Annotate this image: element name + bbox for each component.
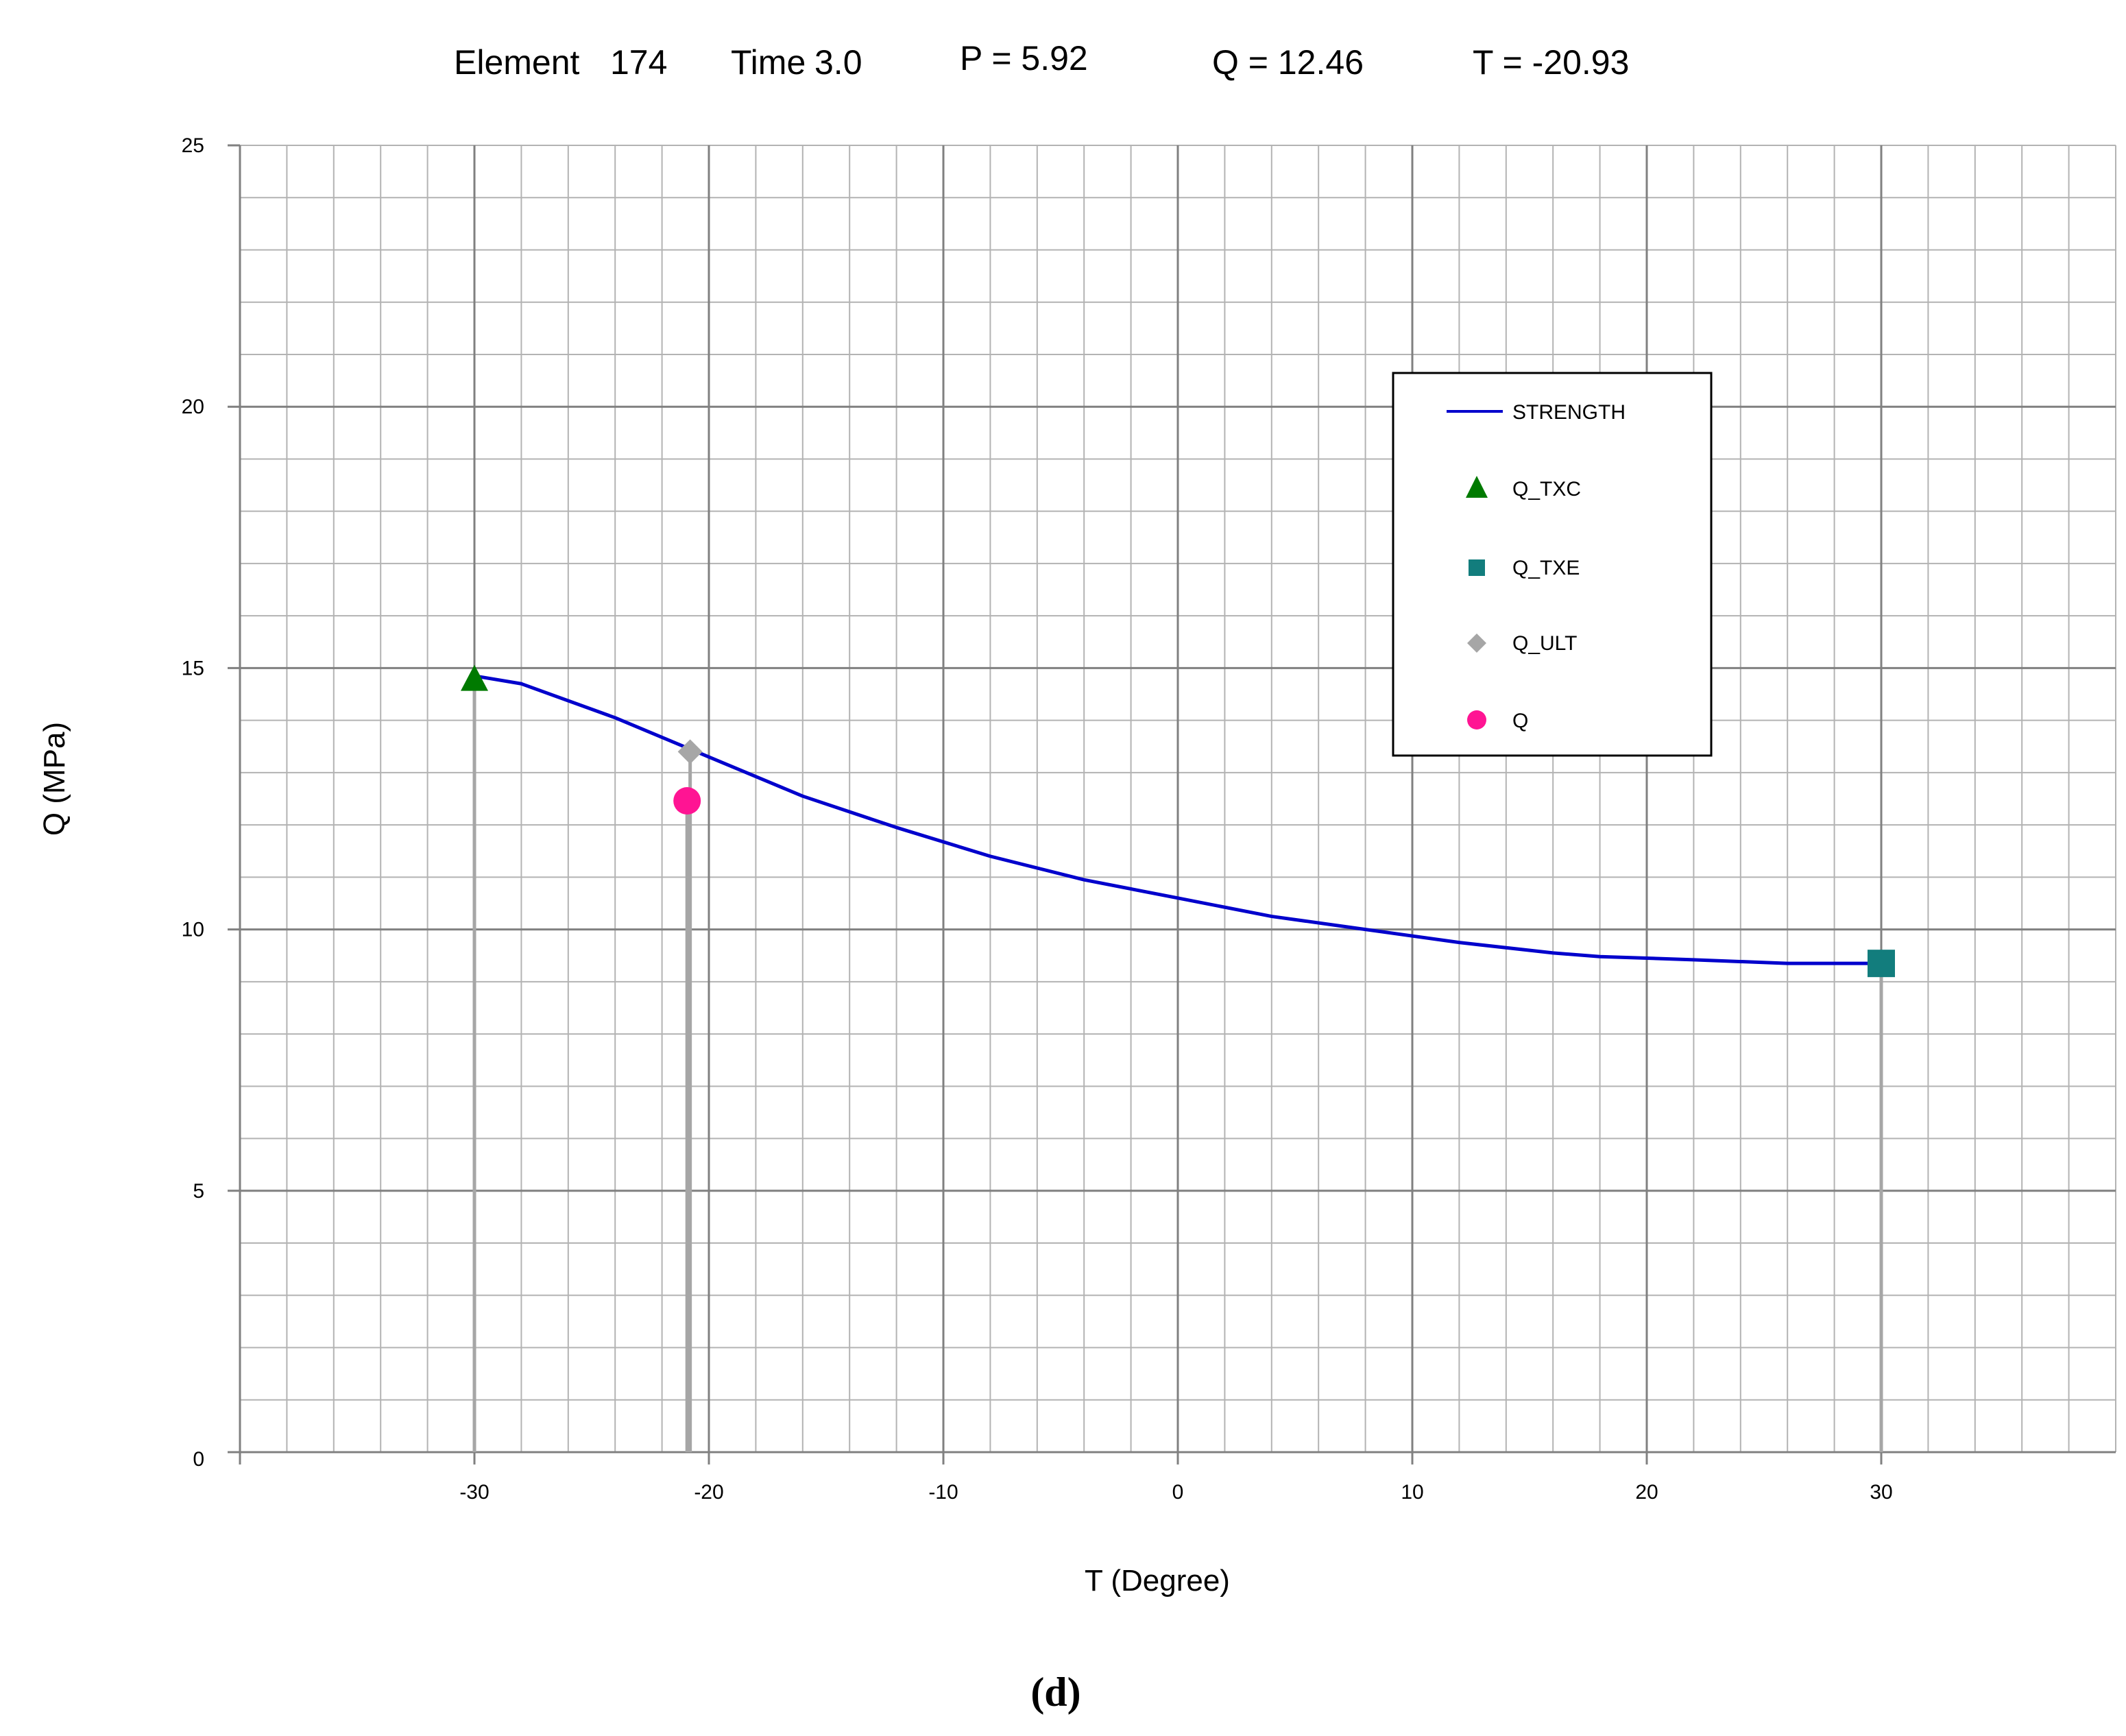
y-tick-label: 5 [193,1180,204,1203]
x-axis-label: T (Degree) [1085,1564,1230,1598]
y-tick-label: 0 [193,1448,204,1471]
series-layer [474,674,1881,965]
x-tick-label: 30 [1870,1481,1892,1504]
legend-q-ult-swatch [1467,634,1486,653]
x-tick-label: 20 [1635,1481,1658,1504]
legend-box [1392,372,1713,757]
drop-lines [472,678,1883,1452]
y-tick-label: 20 [182,396,204,418]
element-label: Element [454,43,580,82]
figure-caption: (d) [1030,1669,1080,1715]
q-ult-marker [677,739,703,764]
strength-line [474,674,1881,965]
legend-strength-label: STRENGTH [1512,401,1626,424]
chart-header: Element 174 Time 3.0 P = 5.92 Q = 12.46 … [454,39,1629,82]
legend: STRENGTH Q_TXC Q_TXE Q_ULT Q [1392,372,1713,757]
x-tick-label: 10 [1401,1481,1423,1504]
tick-labels: -30 -20 -10 0 10 20 30 0 5 10 15 20 25 [182,134,1893,1504]
marker-layer [461,664,1895,978]
legend-q-txe-swatch [1469,559,1485,576]
t-value: T = -20.93 [1473,43,1629,82]
y-axis-label: Q (MPa) [38,722,71,836]
y-tick-label: 25 [182,134,204,157]
q-txe-marker [1868,950,1895,978]
time-label: Time [731,43,806,82]
legend-q-txc-label: Q_TXC [1512,478,1581,501]
legend-q-ult-label: Q_ULT [1512,632,1577,655]
y-tick-label: 15 [182,657,204,679]
element-value: 174 [610,43,667,82]
x-tick-label: -20 [694,1481,723,1504]
x-tick-label: -10 [928,1481,958,1504]
legend-q-txe-label: Q_TXE [1512,557,1580,579]
major-grid [240,145,2116,1452]
q-marker [673,787,701,815]
p-value: P = 5.92 [960,39,1088,77]
y-tick-label: 10 [182,919,204,941]
axis-ticks [228,144,1883,1464]
legend-q-txc-swatch [1466,476,1488,498]
x-tick-label: 0 [1172,1481,1184,1504]
legend-q-swatch [1467,710,1486,730]
legend-q-label: Q [1512,710,1528,732]
time-value: 3.0 [814,43,862,82]
plot-frame [228,145,2116,1464]
x-tick-label: -30 [459,1481,489,1504]
q-value: Q = 12.46 [1212,43,1364,82]
q-txc-marker [461,664,488,691]
